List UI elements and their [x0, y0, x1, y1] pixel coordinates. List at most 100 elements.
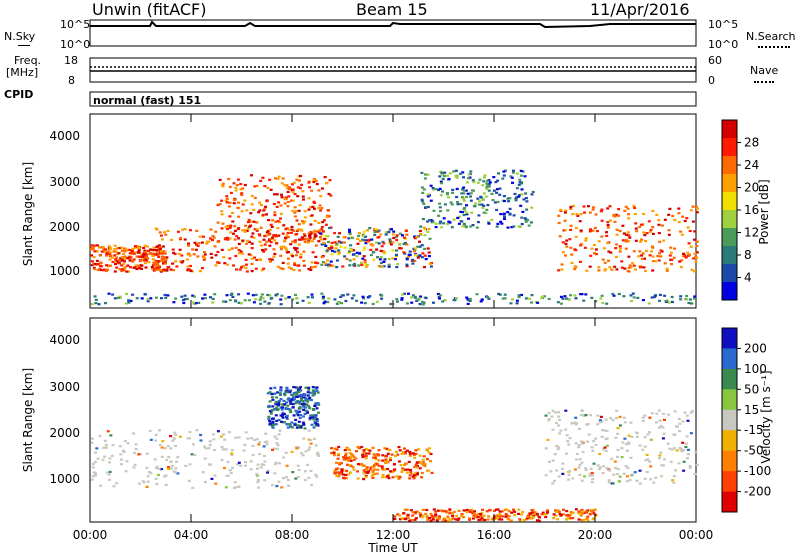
echo-cell [145, 466, 149, 469]
colorbar-swatch [722, 156, 737, 175]
echo-cell [579, 260, 582, 263]
echo-cell [587, 433, 591, 436]
echo-cell [349, 244, 353, 247]
echo-cell [660, 475, 664, 478]
echo-cell [296, 475, 300, 478]
echo-cell [155, 465, 159, 468]
echo-cell [420, 476, 424, 479]
echo-cell [268, 178, 272, 181]
echo-cell [297, 391, 301, 394]
echo-cell [120, 258, 124, 261]
echo-cell [244, 266, 248, 270]
echo-cell [482, 180, 486, 183]
echo-cell [368, 227, 372, 230]
echo-cell [518, 518, 522, 521]
echo-cell [231, 466, 235, 469]
echo-cell [593, 252, 596, 255]
echo-cell [141, 257, 145, 260]
echo-cell [288, 400, 292, 403]
echo-cell [181, 260, 185, 263]
echo-cell [176, 472, 180, 475]
echo-cell [293, 215, 297, 218]
echo-cell [397, 446, 401, 449]
echo-cell [171, 248, 175, 251]
echo-cell [115, 256, 119, 259]
echo-cell [626, 269, 630, 273]
echo-cell [439, 220, 443, 223]
echo-cell [681, 215, 685, 218]
echo-cell [302, 264, 306, 267]
echo-cell [629, 266, 633, 269]
echo-cell [447, 196, 450, 199]
echo-cell [145, 257, 149, 260]
echo-cell [284, 451, 288, 454]
echo-cell [90, 245, 94, 248]
echo-cell [117, 252, 121, 255]
echo-cell [281, 261, 285, 264]
echo-cell [640, 257, 644, 260]
echo-cell [434, 188, 438, 191]
echo-cell [92, 256, 96, 259]
echo-cell [623, 421, 627, 424]
echo-cell [566, 440, 570, 443]
echo-cell [452, 170, 456, 173]
echo-cell [303, 238, 307, 241]
echo-cell [588, 211, 592, 214]
echo-cell [304, 399, 308, 402]
echo-cell [283, 184, 287, 187]
echo-cell [389, 243, 393, 246]
echo-cell [301, 299, 305, 302]
echo-cell [594, 437, 598, 440]
echo-cell [258, 240, 262, 243]
echo-cell [437, 188, 440, 192]
echo-cell [429, 460, 432, 463]
echo-cell [551, 482, 555, 485]
echo-cell [573, 421, 576, 424]
echo-cell [239, 250, 243, 253]
echo-cell [612, 294, 616, 297]
echo-cell [316, 424, 320, 427]
echo-cell [536, 519, 539, 522]
echo-cell [624, 247, 628, 250]
echo-cell [161, 245, 165, 248]
echo-cell [417, 448, 421, 451]
echo-cell [172, 470, 176, 473]
echo-cell [355, 255, 359, 258]
echo-cell [327, 297, 331, 300]
echo-cell [541, 295, 545, 298]
echo-cell [579, 213, 583, 216]
echo-cell [315, 386, 319, 389]
echo-cell [515, 172, 519, 175]
echo-cell [344, 299, 348, 303]
freq-panel [89, 57, 697, 83]
nave-label: Nave [750, 64, 779, 77]
echo-cell [231, 295, 235, 298]
echo-cell [142, 247, 146, 250]
echo-cell [551, 428, 555, 431]
echo-cell [468, 509, 472, 512]
echo-cell [684, 445, 688, 449]
echo-cell [573, 268, 577, 271]
echo-cell [389, 457, 392, 460]
echo-cell [381, 476, 384, 479]
echo-cell [260, 269, 264, 272]
echo-cell [308, 186, 312, 189]
echo-cell [221, 222, 225, 225]
echo-cell [563, 211, 567, 214]
echo-cell [129, 266, 132, 269]
echo-cell [266, 186, 270, 189]
echo-cell [153, 248, 157, 252]
echo-cell [275, 242, 278, 245]
echo-cell [348, 259, 352, 262]
echo-cell [131, 247, 135, 250]
echo-cell [574, 508, 578, 511]
echo-cell [214, 482, 218, 485]
echo-cell [652, 481, 656, 484]
echo-cell [220, 248, 224, 251]
echo-cell [498, 193, 502, 196]
echo-cell [237, 436, 241, 439]
colorbar-tick-label: -200 [744, 485, 771, 499]
echo-cell [273, 252, 277, 256]
echo-cell [299, 389, 303, 392]
echo-cell [364, 242, 368, 245]
